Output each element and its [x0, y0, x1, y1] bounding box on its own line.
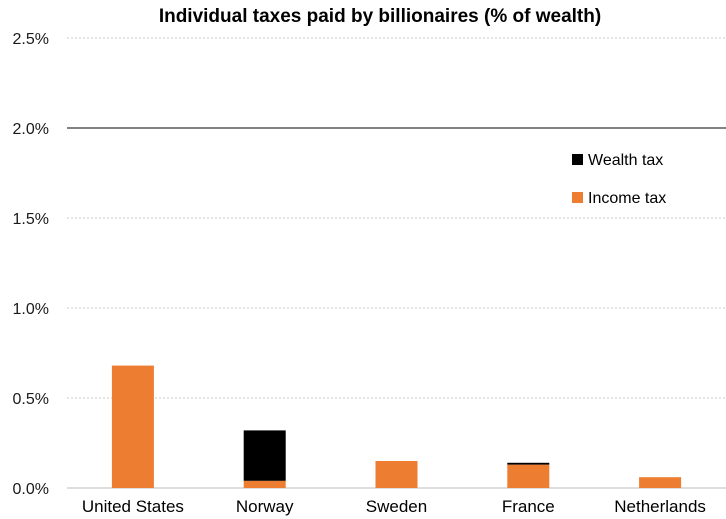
- x-tick-label: Sweden: [366, 497, 427, 516]
- bar-wealth-tax: [507, 462, 550, 465]
- x-tick-label: France: [502, 497, 555, 516]
- x-tick-label: Norway: [236, 497, 294, 516]
- bar-wealth-tax: [243, 430, 286, 481]
- legend-swatch: [572, 154, 583, 165]
- chart-title: Individual taxes paid by billionaires (%…: [158, 6, 602, 27]
- y-tick-label: 2.5%: [13, 31, 49, 48]
- bar-income-tax: [639, 477, 682, 488]
- x-tick-label: United States: [82, 497, 184, 516]
- legend-label: Wealth tax: [588, 152, 663, 169]
- bar-income-tax: [243, 480, 286, 488]
- y-tick-label: 1.5%: [13, 211, 49, 228]
- y-tick-label: 0.0%: [13, 481, 49, 498]
- y-tick-label: 2.0%: [13, 121, 49, 138]
- legend-swatch: [572, 192, 583, 203]
- bar-income-tax: [507, 464, 550, 488]
- y-tick-label: 1.0%: [13, 301, 49, 318]
- bar-income-tax: [111, 365, 154, 488]
- bar-income-tax: [375, 461, 418, 488]
- y-tick-label: 0.5%: [13, 391, 49, 408]
- legend-label: Income tax: [588, 190, 666, 207]
- x-tick-label: Netherlands: [614, 497, 706, 516]
